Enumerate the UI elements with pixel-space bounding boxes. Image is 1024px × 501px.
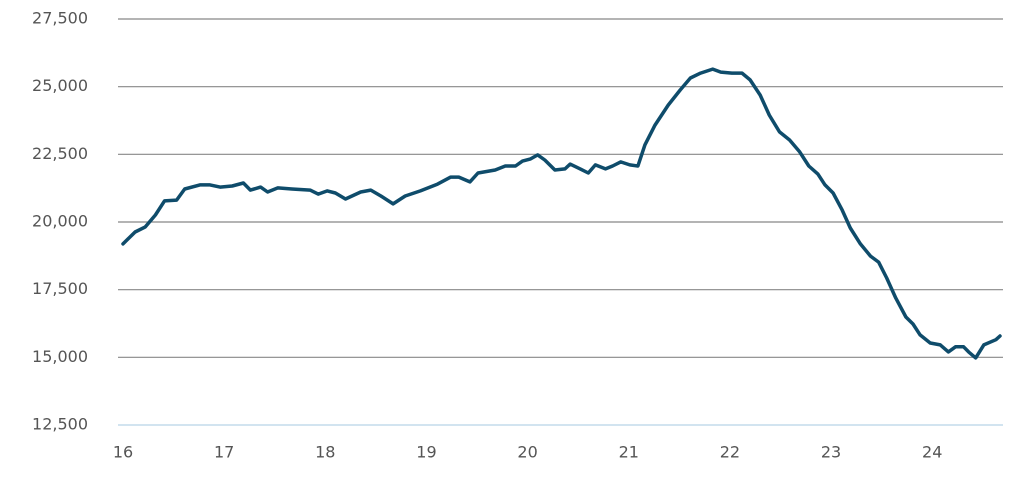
x-tick-label: 19 xyxy=(416,443,436,462)
y-tick-label: 20,000 xyxy=(32,212,88,231)
line xyxy=(121,67,1002,360)
x-tick-label: 21 xyxy=(619,443,639,462)
x-tick-label: 23 xyxy=(821,443,841,462)
y-tick-label: 25,000 xyxy=(32,76,88,95)
x-tick-label: 16 xyxy=(113,443,133,462)
x-tick-label: 22 xyxy=(720,443,740,462)
x-tick-label: 17 xyxy=(214,443,234,462)
y-tick-label: 12,500 xyxy=(32,415,88,434)
x-tick-label: 20 xyxy=(517,443,537,462)
x-tick-label: 18 xyxy=(315,443,335,462)
y-tick-label: 17,500 xyxy=(32,279,88,298)
y-tick-label: 27,500 xyxy=(32,9,88,28)
y-tick-label: 15,000 xyxy=(32,347,88,366)
y-tick-label: 22,500 xyxy=(32,144,88,163)
x-tick-label: 24 xyxy=(922,443,942,462)
